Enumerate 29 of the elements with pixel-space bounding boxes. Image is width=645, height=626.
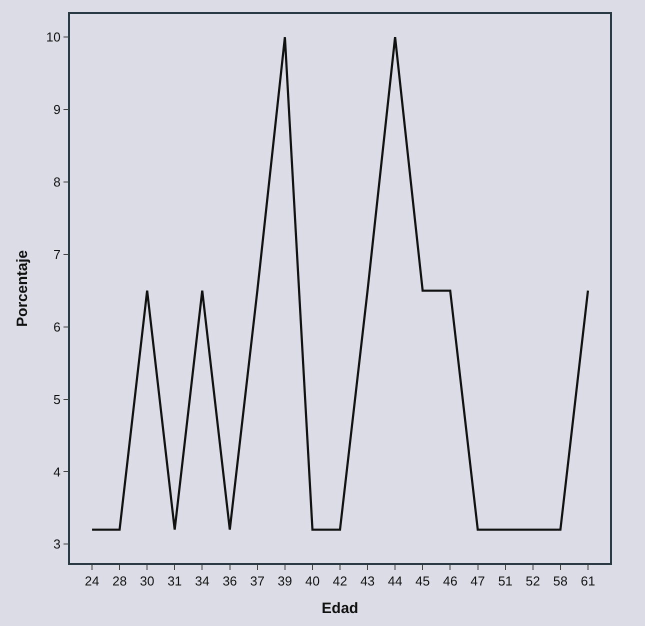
x-tick-label: 37 xyxy=(250,573,265,588)
y-tick-label: 9 xyxy=(53,102,61,118)
x-tick-label: 34 xyxy=(195,573,210,588)
x-tick-label: 31 xyxy=(167,573,182,588)
x-tick-label: 51 xyxy=(498,573,513,588)
y-tick-label: 4 xyxy=(53,464,61,480)
x-tick-label: 45 xyxy=(415,573,430,588)
y-tick-label: 5 xyxy=(53,392,61,407)
x-tick-label: 46 xyxy=(442,573,458,588)
x-tick-label: 30 xyxy=(140,573,154,588)
y-axis-title: Porcentaje xyxy=(14,250,31,327)
y-tick-label: 3 xyxy=(53,536,61,552)
x-tick-label: 40 xyxy=(305,573,320,588)
x-tick-label: 47 xyxy=(470,573,485,588)
y-tick-label: 10 xyxy=(46,30,61,45)
x-tick-label: 61 xyxy=(580,573,596,588)
x-tick-label: 42 xyxy=(332,573,348,588)
x-tick-label: 39 xyxy=(278,573,292,588)
x-tick-label: 52 xyxy=(526,573,540,588)
x-tick-label: 44 xyxy=(388,573,402,588)
x-tick-label: 43 xyxy=(360,573,375,588)
y-tick-label: 7 xyxy=(53,247,61,262)
x-tick-label: 28 xyxy=(112,573,127,588)
y-tick-label: 8 xyxy=(53,174,61,190)
y-tick-label: 6 xyxy=(53,319,61,334)
x-tick-label: 58 xyxy=(553,573,568,588)
x-axis-title: Edad xyxy=(322,600,358,617)
x-tick-label: 36 xyxy=(222,573,238,588)
x-tick-label: 24 xyxy=(84,573,100,588)
